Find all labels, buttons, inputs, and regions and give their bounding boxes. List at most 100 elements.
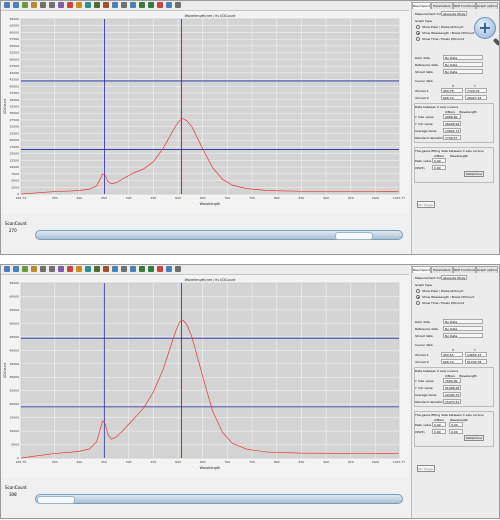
y-tick-label: 52500 <box>9 51 19 55</box>
chart-svg: 281.79 350 400 450 500 550 600 650 700 750 800 850 9… <box>1 11 409 213</box>
tab-parameters[interactable]: Parameters <box>431 266 453 273</box>
y-tick-label: 65000 <box>9 281 19 285</box>
y-tick-label: 50000 <box>9 57 19 61</box>
zoom-out-icon[interactable] <box>13 2 19 8</box>
arrow-left-icon[interactable] <box>139 266 145 272</box>
graph-type-radio[interactable] <box>416 37 420 41</box>
x-tick-label: 281.76 <box>16 460 27 464</box>
arrow-right-icon[interactable] <box>148 2 154 8</box>
data-row-value: No Data <box>443 333 483 338</box>
save-icon[interactable] <box>40 2 46 8</box>
data-row-value: No Data <box>443 55 483 60</box>
graph-type-radio[interactable] <box>416 301 420 305</box>
cursor-y-value: 14655.33 <box>465 352 487 357</box>
zoom-magnifier-icon: + <box>474 17 496 39</box>
table-icon[interactable] <box>175 2 181 8</box>
y-tick-label: 30000 <box>9 375 19 379</box>
settings-icon[interactable] <box>121 266 127 272</box>
chart-icon[interactable] <box>166 266 172 272</box>
chart-icon[interactable] <box>166 2 172 8</box>
spectrum-series-line <box>21 319 399 459</box>
scan-scrollbar[interactable] <box>35 494 403 504</box>
y-tick-label: 10000 <box>9 429 19 433</box>
tab-read-spectr[interactable]: Read Spectr. <box>412 2 431 9</box>
tab-parameters[interactable]: Parameters <box>431 2 453 9</box>
cursor-col-y: Y <box>474 348 476 352</box>
save-icon[interactable] <box>40 266 46 272</box>
tab-dcp-functions[interactable]: DCP Functions <box>453 2 476 9</box>
help-icon[interactable] <box>130 266 136 272</box>
y-tick-label: 20000 <box>9 138 19 142</box>
y-tick-label: 25000 <box>9 125 19 129</box>
legend-icon[interactable] <box>94 2 100 8</box>
gauss-row-label: X(N/2) <box>415 166 425 170</box>
determine-button[interactable]: Determine <box>464 435 484 441</box>
arrow-right-icon[interactable] <box>148 266 154 272</box>
x-tick-label: 900 <box>323 196 329 200</box>
graph-type-radio[interactable] <box>416 31 420 35</box>
pan-icon[interactable] <box>22 2 28 8</box>
settings-icon[interactable] <box>121 2 127 8</box>
reset-icon[interactable] <box>157 2 163 8</box>
fit-icon[interactable] <box>31 2 37 8</box>
data-row-label: Reference data <box>415 63 438 67</box>
trigger-button[interactable]: No Trigger <box>417 465 435 472</box>
x-tick-label: 281.79 <box>16 196 27 200</box>
color-icon[interactable] <box>103 266 109 272</box>
grid-icon[interactable] <box>85 266 91 272</box>
y-tick-label: 35000 <box>9 362 19 366</box>
trigger-button[interactable]: No Trigger <box>417 201 435 208</box>
graph-type-radio[interactable] <box>416 295 420 299</box>
data-row-value: No Data <box>443 319 483 324</box>
y-tick-label: 20000 <box>9 402 19 406</box>
y-tick-label: 0 <box>17 456 19 460</box>
scrollbar-thumb[interactable] <box>37 496 75 504</box>
copy-icon[interactable] <box>58 266 64 272</box>
marker-icon[interactable] <box>76 266 82 272</box>
tab-graph-options[interactable]: Graph options <box>476 266 498 273</box>
copy-icon[interactable] <box>58 2 64 8</box>
graph-type-label: Graph type <box>415 19 432 23</box>
spectrum-chart[interactable]: 281.79 350 400 450 500 550 600 650 700 750 800 850 9… <box>1 11 409 213</box>
between-cursors-group <box>414 367 494 407</box>
cursor-col-x: X <box>452 84 455 88</box>
print-icon[interactable] <box>49 266 55 272</box>
marker-icon[interactable] <box>76 2 82 8</box>
x-tick-label: 500 <box>126 196 132 200</box>
pan-icon[interactable] <box>22 266 28 272</box>
legend-icon[interactable] <box>94 266 100 272</box>
y-tick-label: 40000 <box>9 348 19 352</box>
zoom-out-icon[interactable] <box>13 266 19 272</box>
export-icon[interactable] <box>112 266 118 272</box>
graph-type-radio[interactable] <box>416 289 420 293</box>
y-tick-label: 42500 <box>9 78 19 82</box>
reset-icon[interactable] <box>157 266 163 272</box>
scan-scrollbar[interactable] <box>35 230 403 240</box>
determine-button[interactable]: Determine <box>464 171 484 177</box>
y-tick-label: 45000 <box>9 335 19 339</box>
fit-icon[interactable] <box>31 266 37 272</box>
table-icon[interactable] <box>175 266 181 272</box>
settings-panel: Read Spectr. Parameters DCP Functions Graph… <box>411 1 499 254</box>
color-icon[interactable] <box>103 2 109 8</box>
tab-read-spectr[interactable]: Read Spectr. <box>412 266 431 273</box>
zoom-in-icon[interactable] <box>4 266 10 272</box>
tab-graph-options[interactable]: Graph options <box>476 2 498 9</box>
measurement-mode-field[interactable]: Absolute Mode <box>441 11 467 16</box>
help-icon[interactable] <box>130 2 136 8</box>
grid-icon[interactable] <box>85 2 91 8</box>
y-axis-label: I/DCount <box>3 362 7 378</box>
tab-dcp-functions[interactable]: DCP Functions <box>453 266 476 273</box>
export-icon[interactable] <box>112 2 118 8</box>
x-tick-label: 1000 <box>372 196 380 200</box>
gauss-row-label: Peak value <box>415 159 432 163</box>
spectrum-chart[interactable]: 281.76 350 400 450 500 550 600 650 700 750 800 850 9… <box>1 275 409 477</box>
cursor-icon[interactable] <box>67 266 73 272</box>
measurement-mode-field[interactable]: Absolute Mode <box>441 275 467 280</box>
graph-type-radio[interactable] <box>416 25 420 29</box>
scrollbar-thumb[interactable] <box>335 232 374 240</box>
cursor-icon[interactable] <box>67 2 73 8</box>
print-icon[interactable] <box>49 2 55 8</box>
arrow-left-icon[interactable] <box>139 2 145 8</box>
zoom-in-icon[interactable] <box>4 2 10 8</box>
